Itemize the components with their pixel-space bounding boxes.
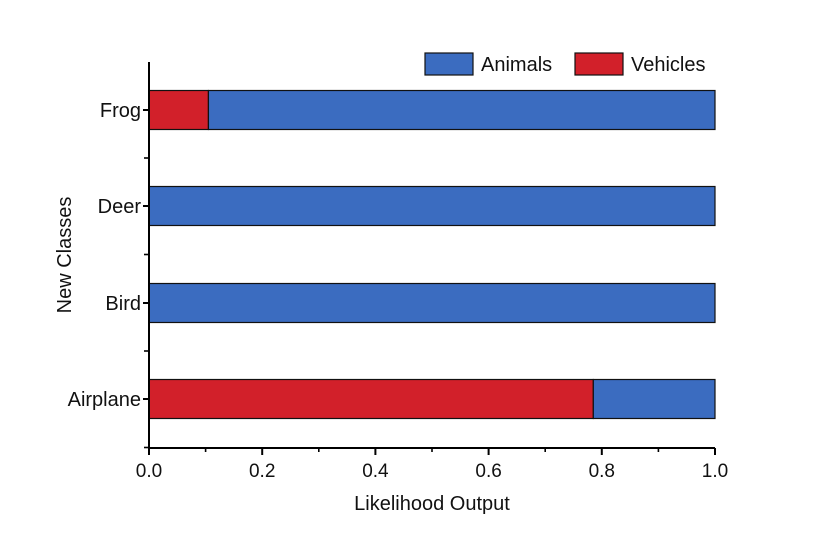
- bar-deer-animals: [148, 185, 716, 227]
- category-labels-layer: Airplane Bird Deer Frog: [68, 100, 149, 449]
- x-tick-label: 0.4: [362, 461, 389, 482]
- x-axis-title: Likelihood Output: [354, 493, 510, 515]
- x-tick-label: 0.6: [475, 461, 501, 482]
- category-label-bird: Bird: [105, 293, 141, 315]
- legend-label-animals: Animals: [481, 54, 552, 76]
- bars-layer: [148, 89, 716, 420]
- bar-frog-animals: [207, 89, 716, 131]
- category-label-frog: Frog: [100, 100, 141, 122]
- x-tick-label: 0.2: [249, 461, 275, 482]
- bar-airplane-vehicles: [148, 378, 594, 420]
- category-label-airplane: Airplane: [68, 389, 141, 411]
- bar-airplane-animals: [592, 378, 716, 420]
- legend: Animals Vehicles: [424, 52, 706, 76]
- legend-label-vehicles: Vehicles: [631, 54, 706, 76]
- category-label-deer: Deer: [98, 196, 142, 218]
- x-ticks-layer: 0.0 0.2 0.4 0.6 0.8 1.0: [136, 448, 728, 482]
- legend-swatch-animals: [424, 52, 474, 76]
- x-tick-label: 0.0: [136, 461, 162, 482]
- legend-swatch-vehicles: [574, 52, 624, 76]
- bar-frog-vehicles: [148, 89, 210, 131]
- y-axis-title: New Classes: [54, 197, 76, 314]
- x-tick-label: 1.0: [702, 461, 728, 482]
- x-tick-label: 0.8: [589, 461, 615, 482]
- bar-bird-animals: [148, 282, 716, 324]
